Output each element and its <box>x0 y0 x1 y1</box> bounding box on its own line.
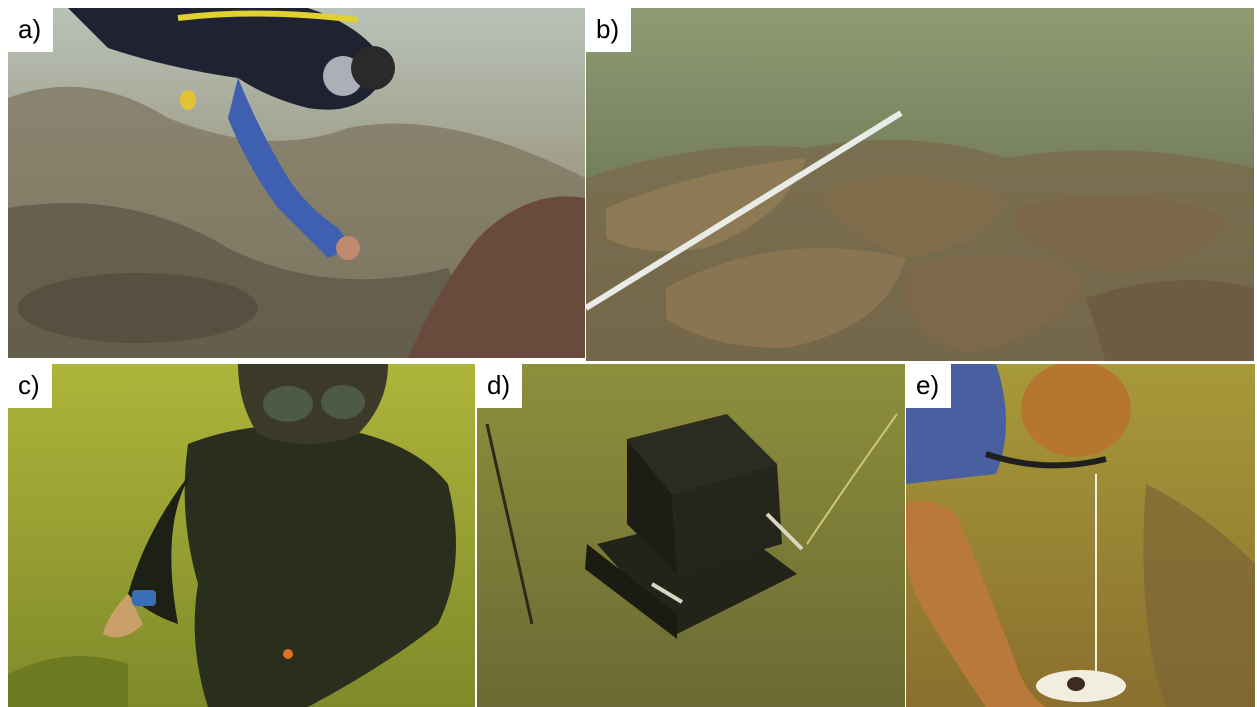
panel-c-photo <box>8 364 475 707</box>
panel-e-label: e) <box>906 364 952 408</box>
panel-b-photo <box>586 8 1254 361</box>
panel-d-photo <box>477 364 905 707</box>
panel-b-coral-with-measuring-tape: b) <box>586 8 1254 361</box>
panel-d-settlement-plate-stack: d) <box>477 364 905 707</box>
panel-c-label: c) <box>8 364 52 408</box>
panel-a-label: a) <box>8 8 54 52</box>
panel-c-diver-with-sample-bottle: c) <box>8 364 475 707</box>
panel-e-photo <box>906 364 1255 707</box>
panel-a-photo <box>8 8 585 358</box>
panel-e-diver-with-measuring-tape: e) <box>906 364 1255 707</box>
panel-b-label: b) <box>586 8 632 52</box>
panel-d-label: d) <box>477 364 523 408</box>
panel-a-diver-on-rocky-reef: a) <box>8 8 585 358</box>
